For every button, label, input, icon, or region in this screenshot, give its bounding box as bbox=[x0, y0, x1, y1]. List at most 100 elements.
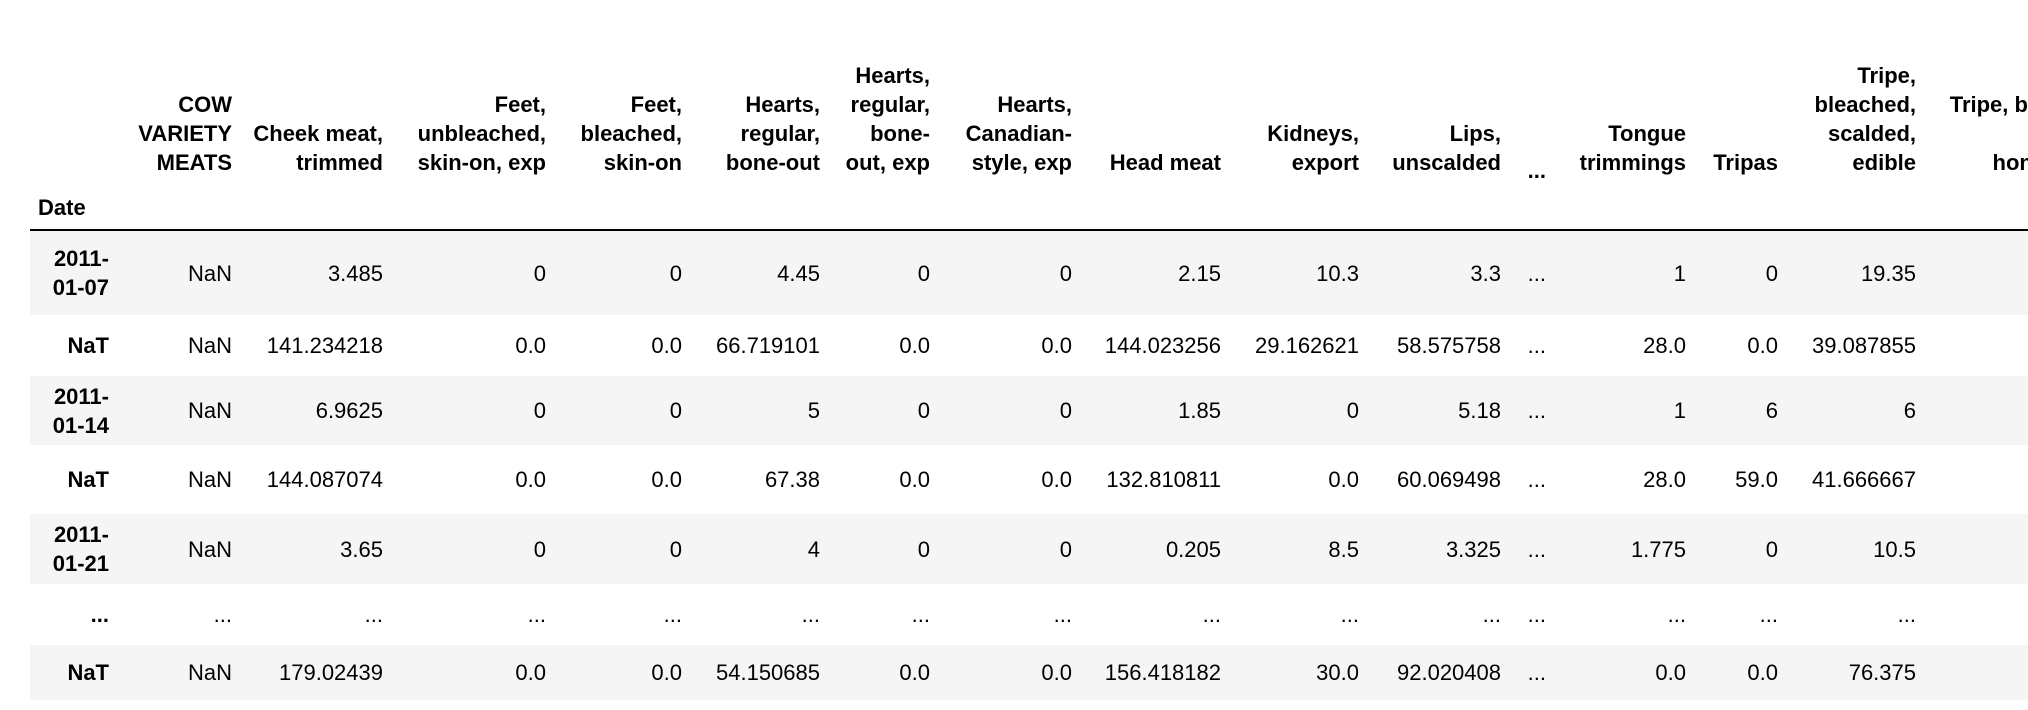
empty-header-cell bbox=[1552, 185, 1694, 230]
clipped-cell bbox=[1924, 584, 2028, 645]
table-cell: 0.0 bbox=[1747, 660, 1778, 685]
table-cell: 0.0 bbox=[1328, 467, 1359, 492]
table-cell: 0 bbox=[1059, 260, 1072, 286]
column-header: COW VARIETY MEATS bbox=[138, 92, 232, 175]
table-cell: 6 bbox=[1903, 398, 1916, 423]
column-header: Hearts, Canadian-style, exp bbox=[965, 92, 1072, 175]
table-cell: 3.3 bbox=[1470, 260, 1501, 286]
table-cell: NaN bbox=[187, 398, 232, 423]
clipped-cell bbox=[1924, 376, 2028, 445]
table-cell: ... bbox=[527, 602, 546, 627]
table-cell: 10.5 bbox=[1873, 536, 1916, 562]
column-header: Head meat bbox=[1109, 150, 1221, 175]
table-cell: ... bbox=[1202, 602, 1221, 627]
table-cell: 67.38 bbox=[764, 467, 820, 492]
column-header: Lips, unscalded bbox=[1392, 121, 1501, 175]
table-cell: 0.0 bbox=[651, 467, 682, 492]
table-cell: ... bbox=[364, 602, 383, 627]
table-cell: ... bbox=[1759, 602, 1778, 627]
table-cell: NaN bbox=[187, 333, 232, 358]
column-header: Tripe, bleached, scalded, edible bbox=[1814, 63, 1916, 175]
empty-header-cell bbox=[1786, 185, 1924, 230]
table-cell: ... bbox=[1527, 333, 1546, 358]
empty-header-cell bbox=[1367, 185, 1509, 230]
table-row: 2011-01-07 NaN 3.485 0 0 4.45 0 0 2.15 10.3 3.3...… bbox=[30, 230, 2028, 315]
table-cell: 3.325 bbox=[1445, 536, 1501, 562]
empty-header-cell bbox=[1694, 185, 1786, 230]
table-row: NaT NaN 179.02439 0.0 0.0 54.150685 0.0 0.0 156.… bbox=[30, 645, 2028, 700]
table-body: 2011-01-07 NaN 3.485 0 0 4.45 0 0 2.15 10.3 3.3...… bbox=[30, 230, 2028, 700]
table-cell: 144.087074 bbox=[266, 467, 383, 492]
table-cell: NaN bbox=[187, 467, 232, 492]
table-cell: 0.0 bbox=[515, 467, 546, 492]
table-cell: 0.0 bbox=[1041, 467, 1072, 492]
table-cell: ... bbox=[1527, 536, 1546, 562]
empty-header-cell bbox=[117, 185, 240, 230]
empty-header-cell bbox=[690, 185, 828, 230]
empty-header-cell bbox=[828, 185, 938, 230]
dataframe: COW VARIETY MEATS Cheek meat, trimmed Feet… bbox=[30, 0, 2028, 710]
row-index: ... bbox=[90, 602, 109, 627]
empty-header-cell bbox=[1509, 185, 1552, 230]
table-cell: 3.65 bbox=[340, 536, 383, 562]
table-cell: 28.0 bbox=[1643, 467, 1686, 492]
table-cell: 179.02439 bbox=[279, 660, 383, 685]
column-header: Kidneys, export bbox=[1267, 121, 1359, 175]
table-cell: 8.5 bbox=[1328, 536, 1359, 562]
table-cell: 2.15 bbox=[1178, 260, 1221, 286]
column-header: Tripas bbox=[1713, 150, 1778, 175]
table-cell: ... bbox=[663, 602, 682, 627]
clipped-cell bbox=[1924, 645, 2028, 700]
column-header: Feet, bleached, skin-on bbox=[580, 92, 682, 175]
table-cell: ... bbox=[911, 602, 930, 627]
table-cell: 0.0 bbox=[899, 660, 930, 685]
table-cell: 1.775 bbox=[1630, 536, 1686, 562]
table-cell: 3.485 bbox=[327, 260, 383, 286]
table-cell: 1 bbox=[1673, 398, 1686, 423]
table-cell: ... bbox=[1667, 602, 1686, 627]
clipped-cell bbox=[1924, 230, 2028, 315]
table-cell: 0.0 bbox=[1655, 660, 1686, 685]
table-cell: 59.0 bbox=[1735, 467, 1778, 492]
table-cell: 132.810811 bbox=[1106, 467, 1221, 492]
table-cell: 0 bbox=[669, 260, 682, 286]
table-cell: ... bbox=[1482, 602, 1501, 627]
table-cell: 0 bbox=[669, 536, 682, 562]
empty-header-cell bbox=[1229, 185, 1367, 230]
row-index: NaT bbox=[67, 333, 109, 358]
table-cell: 156.418182 bbox=[1104, 660, 1221, 685]
row-index: 2011-01-14 bbox=[52, 383, 109, 438]
table-cell: ... bbox=[801, 602, 820, 627]
table-cell: 0 bbox=[1765, 260, 1778, 286]
table-cell: 0.0 bbox=[515, 333, 546, 358]
table-cell: 0 bbox=[1765, 536, 1778, 562]
table-cell: 0 bbox=[533, 536, 546, 562]
table-cell: 0 bbox=[917, 536, 930, 562]
table-cell: 0.0 bbox=[899, 467, 930, 492]
table-cell: 141.234218 bbox=[266, 333, 383, 358]
table-cell: 0 bbox=[1059, 536, 1072, 562]
table-cell: 0 bbox=[533, 398, 546, 423]
table-cell: NaN bbox=[187, 260, 232, 286]
table-cell: 0 bbox=[917, 260, 930, 286]
empty-header-cell bbox=[1924, 185, 2028, 230]
empty-header-cell bbox=[938, 185, 1080, 230]
row-index: 2011-01-21 bbox=[52, 522, 109, 576]
table-row: NaT NaN 141.234218 0.0 0.0 66.719101 0.0 0.0 144… bbox=[30, 315, 2028, 376]
column-header: Tripe, bleached, scalded, honeycomb bbox=[1949, 92, 2028, 175]
table-cell: 0.0 bbox=[1041, 660, 1072, 685]
table-cell: 76.375 bbox=[1848, 660, 1916, 685]
table-cell: 0 bbox=[533, 260, 546, 286]
table-row: 2011-01-14 NaN 6.9625 0 0 5 0 0 1.85 0 5.18... 1 6 6 bbox=[30, 376, 2028, 445]
column-header: Hearts, regular, bone-out bbox=[725, 92, 820, 175]
table-cell: 0.0 bbox=[1041, 333, 1072, 358]
table-row: 2011-01-21 NaN 3.65 0 0 4 0 0 0.205 8.5 3.325... 1.… bbox=[30, 514, 2028, 584]
table-cell: 0.0 bbox=[651, 333, 682, 358]
index-name-row: Date bbox=[30, 185, 2028, 230]
table-cell: ... bbox=[1527, 398, 1546, 423]
table-cell: 41.666667 bbox=[1812, 467, 1916, 492]
table-cell: 92.020408 bbox=[1397, 660, 1501, 685]
table-row: ........................................… bbox=[30, 584, 2028, 645]
table-cell: 0.0 bbox=[515, 660, 546, 685]
